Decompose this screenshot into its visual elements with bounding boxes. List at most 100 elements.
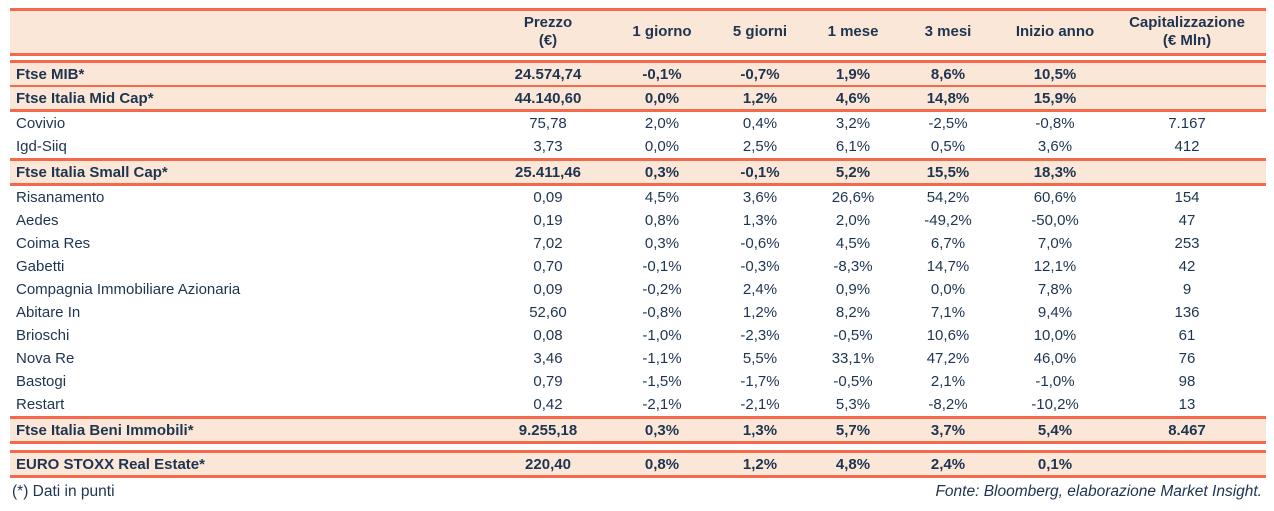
cell-mesi-3: 2,1% xyxy=(930,373,966,390)
cell-capitalizzazione: 42 xyxy=(1178,258,1196,275)
divider-rule xyxy=(10,109,1266,112)
index-row: Ftse Italia Mid Cap* 44.140,60 0,0% 1,2% 4,6… xyxy=(10,87,1266,109)
cell-prezzo: 220,40 xyxy=(525,455,571,473)
table-body: Prezzo (€) 1 giorno 5 giorni 1 mese 3 mesi Ini… xyxy=(10,8,1266,478)
cell-name: Ftse Italia Mid Cap* xyxy=(16,89,154,107)
cell-mesi-3: -2,5% xyxy=(928,115,968,132)
cell-mesi-3: 8,6% xyxy=(930,65,966,83)
cell-giorni-5: -0,6% xyxy=(740,235,780,252)
cell-mesi-3: 14,8% xyxy=(926,89,970,107)
cell-giorno-1: 0,8% xyxy=(644,455,680,473)
cell-prezzo: 0,19 xyxy=(533,212,563,229)
cell-prezzo: 0,79 xyxy=(533,373,563,390)
source-note: Fonte: Bloomberg, elaborazione Market In… xyxy=(935,483,1262,500)
cell-mese-1: 2,0% xyxy=(835,212,871,229)
spacer xyxy=(10,56,1266,60)
cell-inizio-anno: 7,0% xyxy=(1037,235,1073,252)
header-label: 1 mese xyxy=(827,23,879,40)
cell-mesi-3: 6,7% xyxy=(930,235,966,252)
header-label: Inizio anno xyxy=(1015,23,1095,40)
cell-mese-1: -0,5% xyxy=(833,327,873,344)
cell-giorno-1: 0,0% xyxy=(644,138,680,155)
cell-inizio-anno: 3,6% xyxy=(1037,138,1073,155)
cell-mese-1: 0,9% xyxy=(835,281,871,298)
divider-rule xyxy=(10,475,1266,478)
header-label: 1 giorno xyxy=(632,23,692,40)
cell-name: Ftse Italia Small Cap* xyxy=(16,163,168,181)
cell-mesi-3: 7,1% xyxy=(930,304,966,321)
cell-prezzo: 52,60 xyxy=(529,304,567,321)
stock-row: Restart 0,42 -2,1% -2,1% 5,3% -8,2% -10,2% 13 xyxy=(10,393,1266,416)
cell-mesi-3: -49,2% xyxy=(924,212,972,229)
cell-name: Abitare In xyxy=(16,304,81,321)
stock-row: Coima Res 7,02 0,3% -0,6% 4,5% 6,7% 7,0% 253 xyxy=(10,232,1266,255)
cell-mese-1: 6,1% xyxy=(835,138,871,155)
divider-rule xyxy=(10,416,1266,419)
cell-mesi-3: 0,5% xyxy=(930,138,966,155)
footnote-points: (*) Dati in punti xyxy=(12,483,115,500)
cell-giorni-5: 2,4% xyxy=(742,281,778,298)
cell-giorno-1: -1,1% xyxy=(642,350,682,367)
index-row: EURO STOXX Real Estate* 220,40 0,8% 1,2% 4,8… xyxy=(10,453,1266,475)
cell-capitalizzazione: 412 xyxy=(1174,138,1200,155)
cell-capitalizzazione: 47 xyxy=(1178,212,1196,229)
cell-giorni-5: 5,5% xyxy=(742,350,778,367)
cell-mese-1: 4,8% xyxy=(835,455,871,473)
market-table: Prezzo (€) 1 giorno 5 giorni 1 mese 3 mesi Ini… xyxy=(10,8,1266,501)
stock-row: Igd-Siiq 3,73 0,0% 2,5% 6,1% 0,5% 3,6% 412 xyxy=(10,135,1266,158)
cell-giorni-5: 0,4% xyxy=(742,115,778,132)
stock-row: Risanamento 0,09 4,5% 3,6% 26,6% 54,2% 60,6% 15… xyxy=(10,186,1266,209)
cell-giorni-5: -0,7% xyxy=(740,65,780,83)
header-mese-1: 1 mese xyxy=(812,11,894,53)
stock-row: Compagnia Immobiliare Azionaria 0,09 -0,2%… xyxy=(10,278,1266,301)
cell-giorno-1: 0,8% xyxy=(644,212,680,229)
cell-name: Ftse MIB* xyxy=(16,65,85,83)
cell-mese-1: 5,2% xyxy=(835,163,871,181)
header-label: Capitalizzazione xyxy=(1129,14,1245,31)
divider-rule xyxy=(10,183,1266,186)
cell-inizio-anno: -10,2% xyxy=(1031,396,1079,413)
spacer xyxy=(10,444,1266,450)
header-name xyxy=(10,11,480,53)
cell-mese-1: 5,3% xyxy=(835,396,871,413)
cell-giorno-1: -1,0% xyxy=(642,327,682,344)
cell-giorni-5: 3,6% xyxy=(742,189,778,206)
cell-giorni-5: 1,2% xyxy=(742,89,778,107)
cell-mesi-3: 54,2% xyxy=(926,189,970,206)
cell-name: Covivio xyxy=(16,115,66,132)
cell-prezzo: 0,42 xyxy=(533,396,563,413)
cell-giorni-5: 1,3% xyxy=(742,212,778,229)
cell-prezzo: 44.140,60 xyxy=(514,89,582,107)
cell-name: Aedes xyxy=(16,212,59,229)
header-capitalizzazione: Capitalizzazione (€ Mln) xyxy=(1108,11,1266,53)
cell-capitalizzazione: 98 xyxy=(1178,373,1196,390)
header-sublabel: (€ Mln) xyxy=(1162,32,1212,49)
cell-prezzo: 0,08 xyxy=(533,327,563,344)
cell-name: Bastogi xyxy=(16,373,67,390)
cell-giorno-1: -0,2% xyxy=(642,281,682,298)
cell-inizio-anno: -1,0% xyxy=(1035,373,1075,390)
cell-mese-1: 8,2% xyxy=(835,304,871,321)
cell-giorno-1: 4,5% xyxy=(644,189,680,206)
cell-inizio-anno: 0,1% xyxy=(1037,455,1073,473)
cell-mesi-3: -8,2% xyxy=(928,396,968,413)
cell-mesi-3: 2,4% xyxy=(930,455,966,473)
cell-inizio-anno: 60,6% xyxy=(1033,189,1077,206)
cell-prezzo: 0,09 xyxy=(533,189,563,206)
stock-row: Aedes 0,19 0,8% 1,3% 2,0% -49,2% -50,0% 47 xyxy=(10,209,1266,232)
cell-name: Coima Res xyxy=(16,235,91,252)
cell-name: Compagnia Immobiliare Azionaria xyxy=(16,281,241,298)
stock-row: Nova Re 3,46 -1,1% 5,5% 33,1% 47,2% 46,0% 76 xyxy=(10,347,1266,370)
cell-giorni-5: -1,7% xyxy=(740,373,780,390)
cell-giorni-5: -2,1% xyxy=(740,396,780,413)
cell-capitalizzazione: 9 xyxy=(1182,281,1192,298)
divider-rule xyxy=(10,441,1266,444)
header-prezzo: Prezzo (€) xyxy=(480,11,616,53)
cell-name: Brioschi xyxy=(16,327,70,344)
cell-giorno-1: 0,0% xyxy=(644,89,680,107)
cell-giorni-5: 1,2% xyxy=(742,455,778,473)
cell-capitalizzazione: 7.167 xyxy=(1168,115,1206,132)
divider-rule xyxy=(10,450,1266,453)
cell-mese-1: -0,5% xyxy=(833,373,873,390)
cell-name: EURO STOXX Real Estate* xyxy=(16,455,205,473)
